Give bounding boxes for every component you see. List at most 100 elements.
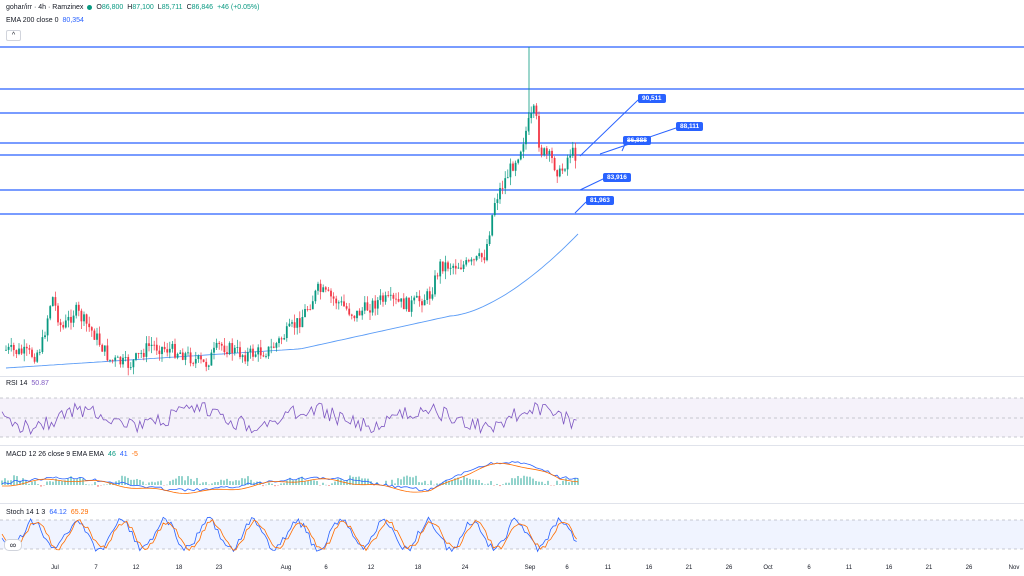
- macd-histogram-bar: [211, 483, 213, 485]
- macd-histogram-bar: [406, 475, 408, 485]
- macd-histogram-bar: [550, 485, 552, 486]
- macd-histogram-bar: [265, 484, 267, 486]
- candle-body: [512, 163, 514, 171]
- macd-histogram-bar: [556, 480, 558, 485]
- symbol-legend[interactable]: gohar/irr · 4h · Ramzinex O86,800 H87,10…: [6, 4, 259, 11]
- candle-body: [265, 356, 267, 358]
- rsi-line: [1, 401, 577, 435]
- collapse-legend-button[interactable]: ^: [6, 30, 21, 41]
- candle-body: [129, 367, 132, 369]
- symbol-title[interactable]: gohar/irr · 4h · Ramzinex: [6, 4, 84, 11]
- macd-histogram-bar: [142, 481, 144, 485]
- price-tag[interactable]: 86,888: [623, 136, 651, 145]
- time-axis-label: 16: [646, 565, 653, 571]
- candle-body: [504, 178, 507, 189]
- scale-link-icon[interactable]: ∞: [4, 539, 22, 551]
- price-tag[interactable]: 83,916: [603, 173, 631, 182]
- stoch-legend[interactable]: Stoch 14 1 3 64.12 65.29: [6, 509, 88, 516]
- candle-body: [262, 355, 265, 357]
- candle-body: [57, 305, 59, 323]
- macd-histogram-bar: [529, 476, 531, 485]
- time-axis-label: 18: [415, 565, 422, 571]
- stoch-pane[interactable]: [0, 516, 1024, 553]
- rsi-name[interactable]: RSI 14: [6, 380, 28, 387]
- candle-body: [98, 333, 101, 345]
- candle-body: [535, 105, 538, 116]
- candle-body: [278, 338, 280, 344]
- candle-body: [153, 344, 156, 346]
- ema-name[interactable]: EMA 200 close 0: [6, 17, 59, 24]
- macd-value-2: 41: [119, 451, 128, 458]
- macd-histogram-bar: [103, 484, 105, 486]
- macd-histogram-bar: [31, 481, 33, 485]
- price-tag[interactable]: 88,111: [676, 122, 704, 131]
- ohlc-high: H87,100: [127, 4, 154, 11]
- horizontal-lines[interactable]: [0, 46, 1024, 215]
- macd-histogram-bar: [355, 476, 357, 485]
- macd-histogram-bar: [391, 479, 393, 485]
- candle-body: [46, 318, 49, 336]
- macd-histogram-bar: [469, 478, 471, 485]
- macd-histogram-bar: [292, 480, 294, 485]
- time-axis-label: 21: [926, 565, 933, 571]
- macd-histogram-bar: [199, 483, 201, 485]
- ema-legend[interactable]: EMA 200 close 0 80,354: [6, 17, 84, 24]
- candle-body: [184, 353, 187, 360]
- macd-histogram-bar: [10, 480, 12, 485]
- macd-histogram-bar: [535, 481, 537, 485]
- macd-histogram-bar: [46, 481, 48, 485]
- time-axis-label: 16: [886, 565, 893, 571]
- candlesticks[interactable]: [5, 47, 577, 376]
- macd-histogram-bar: [52, 481, 54, 485]
- candle-body: [205, 361, 208, 367]
- macd-histogram-bar: [181, 476, 183, 485]
- candle-body: [59, 322, 62, 326]
- macd-histogram-bar: [235, 480, 237, 485]
- macd-histogram-bar: [538, 481, 540, 485]
- macd-legend[interactable]: MACD 12 26 close 9 EMA EMA 46 41 -5: [6, 451, 138, 458]
- macd-histogram-bar: [568, 482, 570, 485]
- candle-body: [402, 298, 405, 310]
- candle-body: [158, 350, 161, 355]
- price-tag[interactable]: 90,511: [638, 94, 666, 103]
- macd-histogram-bar: [397, 478, 399, 485]
- candle-body: [543, 148, 546, 156]
- candle-body: [275, 343, 278, 348]
- macd-histogram-bar: [172, 479, 174, 485]
- tag-connector: [579, 99, 639, 157]
- candle-body: [488, 235, 491, 245]
- macd-histogram-bar: [217, 481, 219, 485]
- candle-body: [249, 348, 252, 353]
- time-axis[interactable]: Jul 7 12 18 23 Aug 6 12 18 24 Sep 6 11 16 21 26 Oct 6 11 16…: [51, 565, 1019, 571]
- pane-separator[interactable]: [0, 376, 1024, 377]
- candle-body: [447, 262, 449, 269]
- candle-body: [434, 275, 436, 295]
- pane-separator[interactable]: [0, 445, 1024, 446]
- time-axis-label: Nov: [1009, 565, 1020, 571]
- macd-histogram-bar: [316, 481, 318, 485]
- candle-body: [88, 323, 91, 328]
- candle-body: [5, 349, 7, 351]
- candle-body: [465, 260, 468, 265]
- pane-separator[interactable]: [0, 503, 1024, 504]
- price-tag[interactable]: 81,963: [586, 196, 614, 205]
- candle-body: [501, 187, 504, 189]
- macd-histogram-bar: [526, 476, 528, 485]
- candle-body: [148, 343, 150, 346]
- candle-body: [200, 355, 202, 360]
- candle-body: [480, 253, 483, 258]
- candle-body: [51, 297, 54, 307]
- candle-body: [462, 264, 465, 270]
- macd-histogram-bar: [43, 485, 45, 486]
- macd-name[interactable]: MACD 12 26 close 9 EMA EMA: [6, 451, 105, 458]
- macd-histogram-bar: [322, 482, 324, 485]
- candle-body: [473, 259, 475, 261]
- candle-body: [142, 352, 145, 357]
- stoch-d-line: [1, 519, 577, 552]
- macd-pane[interactable]: [1, 461, 579, 494]
- rsi-pane[interactable]: [0, 397, 1024, 438]
- rsi-legend[interactable]: RSI 14 50.87: [6, 380, 49, 387]
- stoch-name[interactable]: Stoch 14 1 3: [6, 509, 46, 516]
- macd-histogram-bar: [487, 483, 489, 485]
